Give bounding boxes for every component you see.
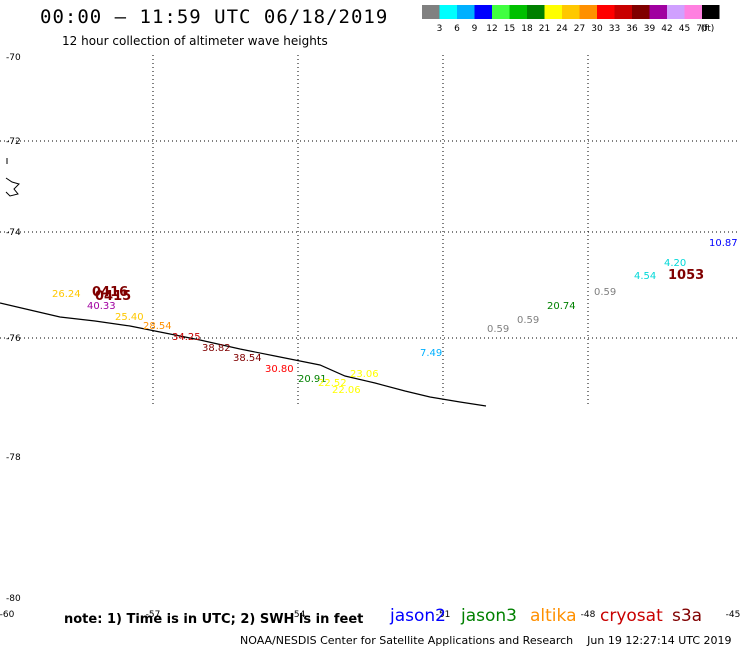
longitude-label: -51	[436, 610, 451, 620]
wave-height-label: 4.20	[664, 258, 686, 269]
wave-height-label: 0415	[95, 289, 131, 304]
satellite-jason3: jason3	[461, 606, 517, 626]
coastline-fragment	[5, 177, 20, 197]
wave-height-label: 0.59	[594, 287, 616, 298]
scale-swatch	[439, 5, 457, 19]
scale-label: 12	[486, 24, 497, 34]
wave-height-label: 0416	[92, 285, 128, 300]
latitude-label: -70	[6, 53, 21, 63]
scale-swatch	[649, 5, 667, 19]
scale-swatch	[492, 5, 510, 19]
scale-label: 6	[454, 24, 460, 34]
credit-text: NOAA/NESDIS Center for Satellite Applica…	[240, 634, 574, 647]
satellite-s3a: s3a	[672, 606, 703, 626]
scale-label: 21	[539, 24, 550, 34]
scale-label: 39	[644, 24, 656, 34]
scale-label: 3	[437, 24, 443, 34]
scale-label: 45	[679, 24, 690, 34]
scale-swatch	[544, 5, 562, 19]
coastline	[0, 302, 487, 407]
wave-height-label: 38.82	[202, 343, 231, 354]
scale-label: 18	[521, 24, 533, 34]
scale-swatch	[457, 5, 475, 19]
wave-height-label: 23.06	[350, 369, 379, 380]
scale-label: 30	[591, 24, 603, 34]
longitude-label: -48	[581, 610, 596, 620]
scale-swatch	[509, 5, 527, 19]
satellite-cryosat: cryosat	[600, 606, 663, 626]
scale-label: 9	[472, 24, 478, 34]
wave-height-label: 0.59	[487, 324, 509, 335]
scale-label: 42	[661, 24, 672, 34]
scale-label: 33	[609, 24, 620, 34]
wave-height-label: 22.06	[332, 385, 361, 396]
footer-note: note: 1) Time is in UTC; 2) SWH is in fe…	[64, 612, 364, 627]
scale-swatch	[579, 5, 597, 19]
scale-unit: (ft)	[701, 24, 715, 34]
wave-height-label: 30.80	[265, 364, 294, 375]
latitude-label: -72	[6, 137, 21, 147]
wave-height-label: 34.25	[172, 332, 201, 343]
wave-height-label: 40.33	[87, 301, 116, 312]
gridlines	[0, 55, 740, 405]
wave-height-label: 10.87	[709, 238, 738, 249]
scale-swatch	[667, 5, 685, 19]
scale-swatch	[614, 5, 632, 19]
latitude-label: -78	[6, 453, 21, 463]
wave-height-label: 26.24	[52, 289, 81, 300]
page-subtitle: 12 hour collection of altimeter wave hei…	[62, 34, 328, 48]
scale-swatch	[597, 5, 615, 19]
longitude-label: -60	[0, 610, 15, 620]
page-title: 00:00 – 11:59 UTC 06/18/2019	[40, 6, 389, 28]
wave-height-label: 38.54	[233, 353, 262, 364]
wave-height-label: 7.49	[420, 348, 442, 359]
latitude-label: -80	[6, 594, 21, 604]
wave-height-label: 1053	[668, 268, 704, 283]
scale-swatch	[702, 5, 720, 19]
wave-height-label: 4.54	[634, 271, 656, 282]
scale-label: 27	[574, 24, 585, 34]
scale-swatch	[632, 5, 650, 19]
longitude-label: -57	[146, 610, 161, 620]
longitude-label: -54	[291, 610, 306, 620]
satellite-altika: altika	[530, 606, 577, 626]
scale-label: 24	[556, 24, 568, 34]
wave-height-label: 20.74	[547, 301, 576, 312]
latitude-label: -76	[6, 334, 21, 344]
wave-height-label: 25.40	[115, 312, 144, 323]
wave-height-label: 20.91	[298, 374, 327, 385]
scale-label: 70	[696, 24, 708, 34]
scale-swatch	[684, 5, 702, 19]
wave-height-label: 0.59	[517, 315, 539, 326]
wave-height-label: 28.54	[143, 321, 172, 332]
color-scale-legend: 3 6 9 12 15 18 21 24 27 30 33 36 39 42 45 70(ft)	[422, 5, 720, 34]
latitude-label: -74	[6, 228, 21, 238]
scale-label: 15	[504, 24, 515, 34]
longitude-label: -45	[726, 610, 740, 620]
scale-swatch	[422, 5, 440, 19]
scale-swatch	[562, 5, 580, 19]
scale-swatch	[527, 5, 545, 19]
scale-label: 36	[626, 24, 638, 34]
credit-timestamp: Jun 19 12:27:14 UTC 2019	[587, 634, 732, 647]
scale-swatch	[474, 5, 492, 19]
wave-height-label: 22.52	[318, 378, 347, 389]
footer-credit: NOAA/NESDIS Center for Satellite Applica…	[240, 634, 732, 647]
satellite-jason2: jason2	[390, 606, 446, 626]
